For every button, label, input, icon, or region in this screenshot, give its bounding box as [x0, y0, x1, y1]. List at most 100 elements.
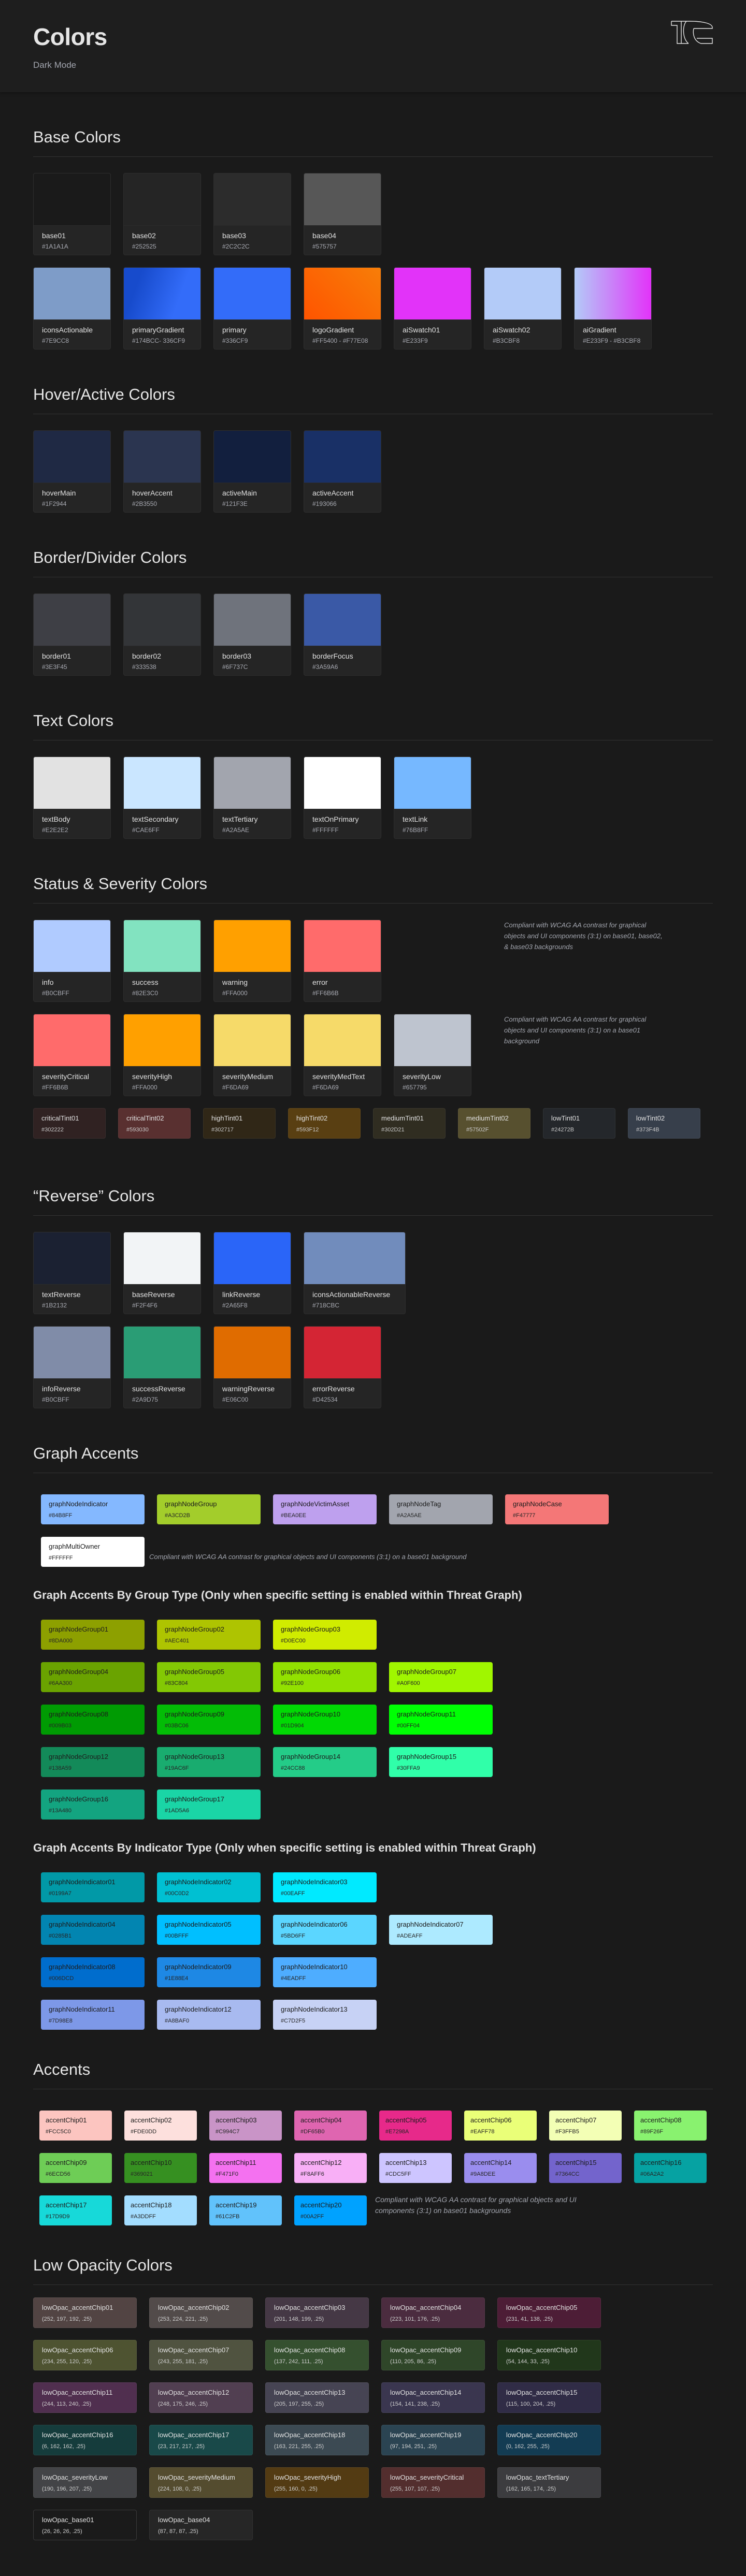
color-chip-graphnodegroup09[interactable]: graphNodeGroup09 #03BC06 — [157, 1705, 261, 1735]
color-chip-lowopac-accentchip16[interactable]: lowOpac_accentChip16 (6, 162, 162, .25) — [33, 2425, 137, 2455]
color-chip-graphnodeindicator04[interactable]: graphNodeIndicator04 #0285B1 — [41, 1915, 145, 1945]
color-chip-mediumtint02[interactable]: mediumTint02 #57502F — [458, 1108, 530, 1139]
color-chip-graphnodegroup12[interactable]: graphNodeGroup12 #138A59 — [41, 1747, 145, 1777]
color-chip-accentchip14[interactable]: accentChip14 #9A8DEE — [464, 2153, 537, 2183]
color-chip-graphnodetag[interactable]: graphNodeTag #A2A5AE — [389, 1494, 493, 1524]
color-chip-accentchip03[interactable]: accentChip03 #C994C7 — [209, 2111, 282, 2141]
color-chip-graphnodegroup17[interactable]: graphNodeGroup17 #1AD5A6 — [157, 1789, 261, 1820]
color-chip-graphmultiowner[interactable]: graphMultiOwner #FFFFFF — [41, 1537, 145, 1567]
color-card-inforeverse[interactable]: infoReverse #B0CBFF — [33, 1326, 111, 1408]
color-card-textsecondary[interactable]: textSecondary #CAE6FF — [123, 756, 201, 839]
color-chip-accentchip17[interactable]: accentChip17 #17D9D9 — [39, 2195, 112, 2225]
color-card-errorreverse[interactable]: errorReverse #D42534 — [304, 1326, 381, 1408]
color-chip-accentchip05[interactable]: accentChip05 #E7298A — [379, 2111, 452, 2141]
color-card-severitycritical[interactable]: severityCritical #FF6B6B — [33, 1014, 111, 1096]
color-chip-graphnodegroup10[interactable]: graphNodeGroup10 #01D904 — [273, 1705, 377, 1735]
color-chip-criticaltint02[interactable]: criticalTint02 #593030 — [118, 1108, 191, 1139]
color-chip-lowopac-accentchip05[interactable]: lowOpac_accentChip05 (231, 41, 138, .25) — [497, 2297, 601, 2328]
color-chip-accentchip13[interactable]: accentChip13 #CDC5FF — [379, 2153, 452, 2183]
color-chip-lowopac-texttertiary[interactable]: lowOpac_textTertiary (162, 165, 174, .25) — [497, 2467, 601, 2498]
color-card-warning[interactable]: warning #FFA000 — [213, 920, 291, 1002]
color-card-severitymedtext[interactable]: severityMedText #F6DA69 — [304, 1014, 381, 1096]
color-chip-graphnodeindicator13[interactable]: graphNodeIndicator13 #C7D2F5 — [273, 2000, 377, 2030]
color-card-warningreverse[interactable]: warningReverse #E06C00 — [213, 1326, 291, 1408]
color-card-severitylow[interactable]: severityLow #657795 — [394, 1014, 471, 1096]
color-chip-graphnodecase[interactable]: graphNodeCase #F47777 — [505, 1494, 609, 1524]
color-chip-accentchip16[interactable]: accentChip16 #06A2A2 — [634, 2153, 707, 2183]
color-chip-graphnodegroup06[interactable]: graphNodeGroup06 #92E100 — [273, 1662, 377, 1692]
color-chip-graphnodeindicator08[interactable]: graphNodeIndicator08 #006DCD — [41, 1957, 145, 1987]
color-chip-lowopac-accentchip18[interactable]: lowOpac_accentChip18 (163, 221, 255, .25) — [265, 2425, 369, 2455]
color-card-successreverse[interactable]: successReverse #2A9D75 — [123, 1326, 201, 1408]
color-chip-accentchip19[interactable]: accentChip19 #61C2FB — [209, 2195, 282, 2225]
color-chip-lowopac-severitylow[interactable]: lowOpac_severityLow (190, 196, 207, .25) — [33, 2467, 137, 2498]
color-chip-accentchip06[interactable]: accentChip06 #EAFF78 — [464, 2111, 537, 2141]
color-card-hovermain[interactable]: hoverMain #1F2944 — [33, 430, 111, 513]
color-chip-accentchip01[interactable]: accentChip01 #FCC5C0 — [39, 2111, 112, 2141]
color-chip-lowopac-accentchip14[interactable]: lowOpac_accentChip14 (154, 141, 238, .25) — [381, 2382, 485, 2413]
color-card-severitymedium[interactable]: severityMedium #F6DA69 — [213, 1014, 291, 1096]
color-chip-graphnodegroup14[interactable]: graphNodeGroup14 #24CC88 — [273, 1747, 377, 1777]
color-chip-graphnodeindicator02[interactable]: graphNodeIndicator02 #00C0D2 — [157, 1872, 261, 1902]
color-chip-criticaltint01[interactable]: criticalTint01 #302222 — [33, 1108, 106, 1139]
color-chip-graphnodeindicator[interactable]: graphNodeIndicator #84B8FF — [41, 1494, 145, 1524]
color-chip-hightint01[interactable]: highTint01 #302717 — [203, 1108, 276, 1139]
color-chip-graphnodeindicator11[interactable]: graphNodeIndicator11 #7D98E8 — [41, 2000, 145, 2030]
color-card-texttertiary[interactable]: textTertiary #A2A5AE — [213, 756, 291, 839]
color-card-primary[interactable]: primary #336CF9 — [213, 267, 291, 350]
color-chip-lowopac-accentchip12[interactable]: lowOpac_accentChip12 (248, 175, 246, .25) — [149, 2382, 253, 2413]
color-chip-lowopac-accentchip19[interactable]: lowOpac_accentChip19 (97, 194, 251, .25) — [381, 2425, 485, 2455]
color-card-primarygradient[interactable]: primaryGradient #174BCC- 336CF9 — [123, 267, 201, 350]
color-card-borderfocus[interactable]: borderFocus #3A59A6 — [304, 593, 381, 676]
color-chip-lowtint01[interactable]: lowTint01 #24272B — [543, 1108, 615, 1139]
color-chip-accentchip08[interactable]: accentChip08 #89F26F — [634, 2111, 707, 2141]
color-chip-graphnodeindicator06[interactable]: graphNodeIndicator06 #5BD6FF — [273, 1915, 377, 1945]
color-chip-lowopac-accentchip02[interactable]: lowOpac_accentChip02 (253, 224, 221, .25) — [149, 2297, 253, 2328]
color-chip-lowopac-accentchip07[interactable]: lowOpac_accentChip07 (243, 255, 181, .25) — [149, 2340, 253, 2370]
color-card-iconsactionablereverse[interactable]: iconsActionableReverse #718CBC — [304, 1232, 406, 1314]
color-chip-lowopac-accentchip20[interactable]: lowOpac_accentChip20 (0, 162, 255, .25) — [497, 2425, 601, 2455]
color-chip-accentchip04[interactable]: accentChip04 #DF65B0 — [294, 2111, 367, 2141]
color-chip-graphnodegroup04[interactable]: graphNodeGroup04 #6AA300 — [41, 1662, 145, 1692]
color-chip-graphnodegroup08[interactable]: graphNodeGroup08 #009B03 — [41, 1705, 145, 1735]
color-chip-accentchip12[interactable]: accentChip12 #F8AFF6 — [294, 2153, 367, 2183]
color-chip-graphnodegroup07[interactable]: graphNodeGroup07 #A0F600 — [389, 1662, 493, 1692]
color-chip-lowopac-severitycritical[interactable]: lowOpac_severityCritical (255, 107, 107, … — [381, 2467, 485, 2498]
color-chip-graphnodeindicator10[interactable]: graphNodeIndicator10 #4EADFF — [273, 1957, 377, 1987]
color-chip-lowopac-accentchip06[interactable]: lowOpac_accentChip06 (234, 255, 120, .25) — [33, 2340, 137, 2370]
color-chip-lowopac-accentchip10[interactable]: lowOpac_accentChip10 (54, 144, 33, .25) — [497, 2340, 601, 2370]
color-card-error[interactable]: error #FF6B6B — [304, 920, 381, 1002]
color-chip-lowopac-base04[interactable]: lowOpac_base04 (87, 87, 87, .25) — [149, 2510, 253, 2540]
color-chip-accentchip07[interactable]: accentChip07 #F3FFB5 — [549, 2111, 622, 2141]
color-chip-graphnodevictimasset[interactable]: graphNodeVictimAsset #BEA0EE — [273, 1494, 377, 1524]
color-chip-graphnodegroup03[interactable]: graphNodeGroup03 #D0EC00 — [273, 1620, 377, 1650]
color-card-aiswatch01[interactable]: aiSwatch01 #E233F9 — [394, 267, 471, 350]
color-chip-graphnodegroup16[interactable]: graphNodeGroup16 #13A480 — [41, 1789, 145, 1820]
color-card-textbody[interactable]: textBody #E2E2E2 — [33, 756, 111, 839]
color-card-severityhigh[interactable]: severityHigh #FFA000 — [123, 1014, 201, 1096]
color-chip-accentchip20[interactable]: accentChip20 #00A2FF — [294, 2195, 367, 2225]
color-chip-lowopac-accentchip11[interactable]: lowOpac_accentChip11 (244, 113, 240, .25) — [33, 2382, 137, 2413]
color-card-hoveraccent[interactable]: hoverAccent #2B3550 — [123, 430, 201, 513]
color-chip-lowopac-accentchip17[interactable]: lowOpac_accentChip17 (23, 217, 217, .25) — [149, 2425, 253, 2455]
color-chip-hightint02[interactable]: highTint02 #593F12 — [288, 1108, 361, 1139]
color-card-base03[interactable]: base03 #2C2C2C — [213, 173, 291, 255]
color-card-textonprimary[interactable]: textOnPrimary #FFFFFF — [304, 756, 381, 839]
color-chip-accentchip15[interactable]: accentChip15 #7364CC — [549, 2153, 622, 2183]
color-chip-graphnodeindicator01[interactable]: graphNodeIndicator01 #0199A7 — [41, 1872, 145, 1902]
color-card-textreverse[interactable]: textReverse #1B2132 — [33, 1232, 111, 1314]
color-chip-lowopac-accentchip04[interactable]: lowOpac_accentChip04 (223, 101, 176, .25) — [381, 2297, 485, 2328]
color-chip-graphnodeindicator05[interactable]: graphNodeIndicator05 #00BFFF — [157, 1915, 261, 1945]
color-card-border02[interactable]: border02 #333538 — [123, 593, 201, 676]
color-chip-lowopac-accentchip08[interactable]: lowOpac_accentChip08 (137, 242, 111, .25) — [265, 2340, 369, 2370]
color-chip-graphnodegroup15[interactable]: graphNodeGroup15 #30FFA9 — [389, 1747, 493, 1777]
color-chip-graphnodeindicator03[interactable]: graphNodeIndicator03 #00EAFF — [273, 1872, 377, 1902]
color-chip-lowtint02[interactable]: lowTint02 #373F4B — [628, 1108, 700, 1139]
color-chip-accentchip02[interactable]: accentChip02 #FDE0DD — [124, 2111, 197, 2141]
color-card-activemain[interactable]: activeMain #121F3E — [213, 430, 291, 513]
color-card-basereverse[interactable]: baseReverse #F2F4F6 — [123, 1232, 201, 1314]
color-chip-graphnodeindicator09[interactable]: graphNodeIndicator09 #1E88E4 — [157, 1957, 261, 1987]
color-card-success[interactable]: success #82E3C0 — [123, 920, 201, 1002]
color-chip-graphnodegroup[interactable]: graphNodeGroup #A3CD2B — [157, 1494, 261, 1524]
color-chip-graphnodegroup05[interactable]: graphNodeGroup05 #83C804 — [157, 1662, 261, 1692]
